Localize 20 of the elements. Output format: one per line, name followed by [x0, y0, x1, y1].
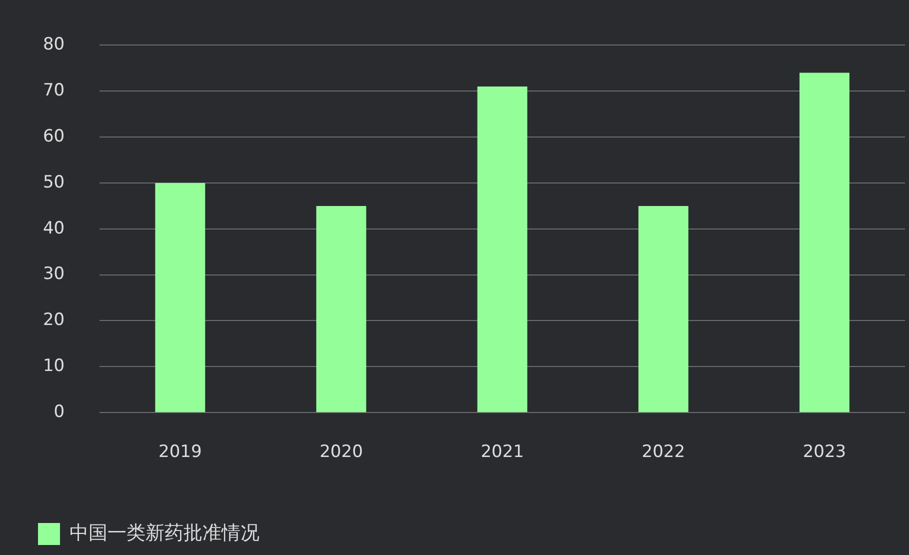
- bar: [316, 206, 366, 412]
- bar: [155, 182, 206, 412]
- y-tick-label: 70: [42, 80, 65, 101]
- y-tick-label: 40: [42, 218, 65, 238]
- x-tick-label: 2019: [158, 442, 202, 462]
- y-tick-label: 20: [42, 310, 65, 330]
- y-tick-label: 0: [54, 402, 65, 422]
- y-tick-label: 30: [42, 264, 65, 284]
- x-tick-label: 2020: [320, 442, 363, 462]
- y-tick-label: 50: [42, 172, 65, 192]
- y-tick-label: 60: [42, 126, 65, 146]
- x-tick-label: 2023: [802, 442, 846, 462]
- bar: [799, 72, 850, 412]
- y-tick-label: 10: [42, 356, 65, 376]
- legend-label: 中国一类新药批准情况: [70, 522, 260, 544]
- x-tick-label: 2021: [480, 442, 524, 462]
- x-tick-label: 2022: [642, 442, 686, 462]
- bar: [638, 206, 688, 412]
- y-tick-label: 80: [42, 34, 65, 55]
- bar: [477, 86, 528, 412]
